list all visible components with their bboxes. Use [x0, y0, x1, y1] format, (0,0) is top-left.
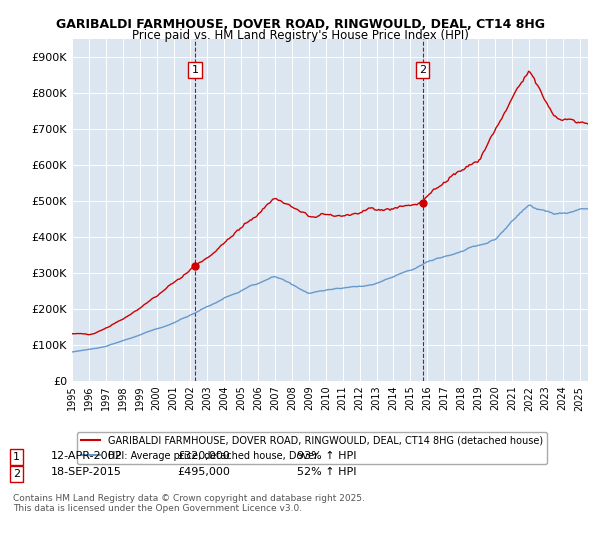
Text: Price paid vs. HM Land Registry's House Price Index (HPI): Price paid vs. HM Land Registry's House … [131, 29, 469, 42]
Text: 93% ↑ HPI: 93% ↑ HPI [297, 451, 356, 461]
Text: 1: 1 [13, 452, 20, 463]
Text: £320,000: £320,000 [177, 451, 230, 461]
Text: 2: 2 [419, 65, 426, 75]
Text: 1: 1 [191, 65, 199, 75]
Text: Contains HM Land Registry data © Crown copyright and database right 2025.
This d: Contains HM Land Registry data © Crown c… [13, 494, 365, 514]
Text: GARIBALDI FARMHOUSE, DOVER ROAD, RINGWOULD, DEAL, CT14 8HG: GARIBALDI FARMHOUSE, DOVER ROAD, RINGWOU… [56, 18, 545, 31]
Text: 52% ↑ HPI: 52% ↑ HPI [297, 468, 356, 478]
Legend: GARIBALDI FARMHOUSE, DOVER ROAD, RINGWOULD, DEAL, CT14 8HG (detached house), HPI: GARIBALDI FARMHOUSE, DOVER ROAD, RINGWOU… [77, 432, 547, 464]
Text: 18-SEP-2015: 18-SEP-2015 [51, 468, 122, 478]
Text: 2: 2 [13, 469, 20, 479]
Text: 12-APR-2002: 12-APR-2002 [51, 451, 123, 461]
Text: £495,000: £495,000 [177, 468, 230, 478]
